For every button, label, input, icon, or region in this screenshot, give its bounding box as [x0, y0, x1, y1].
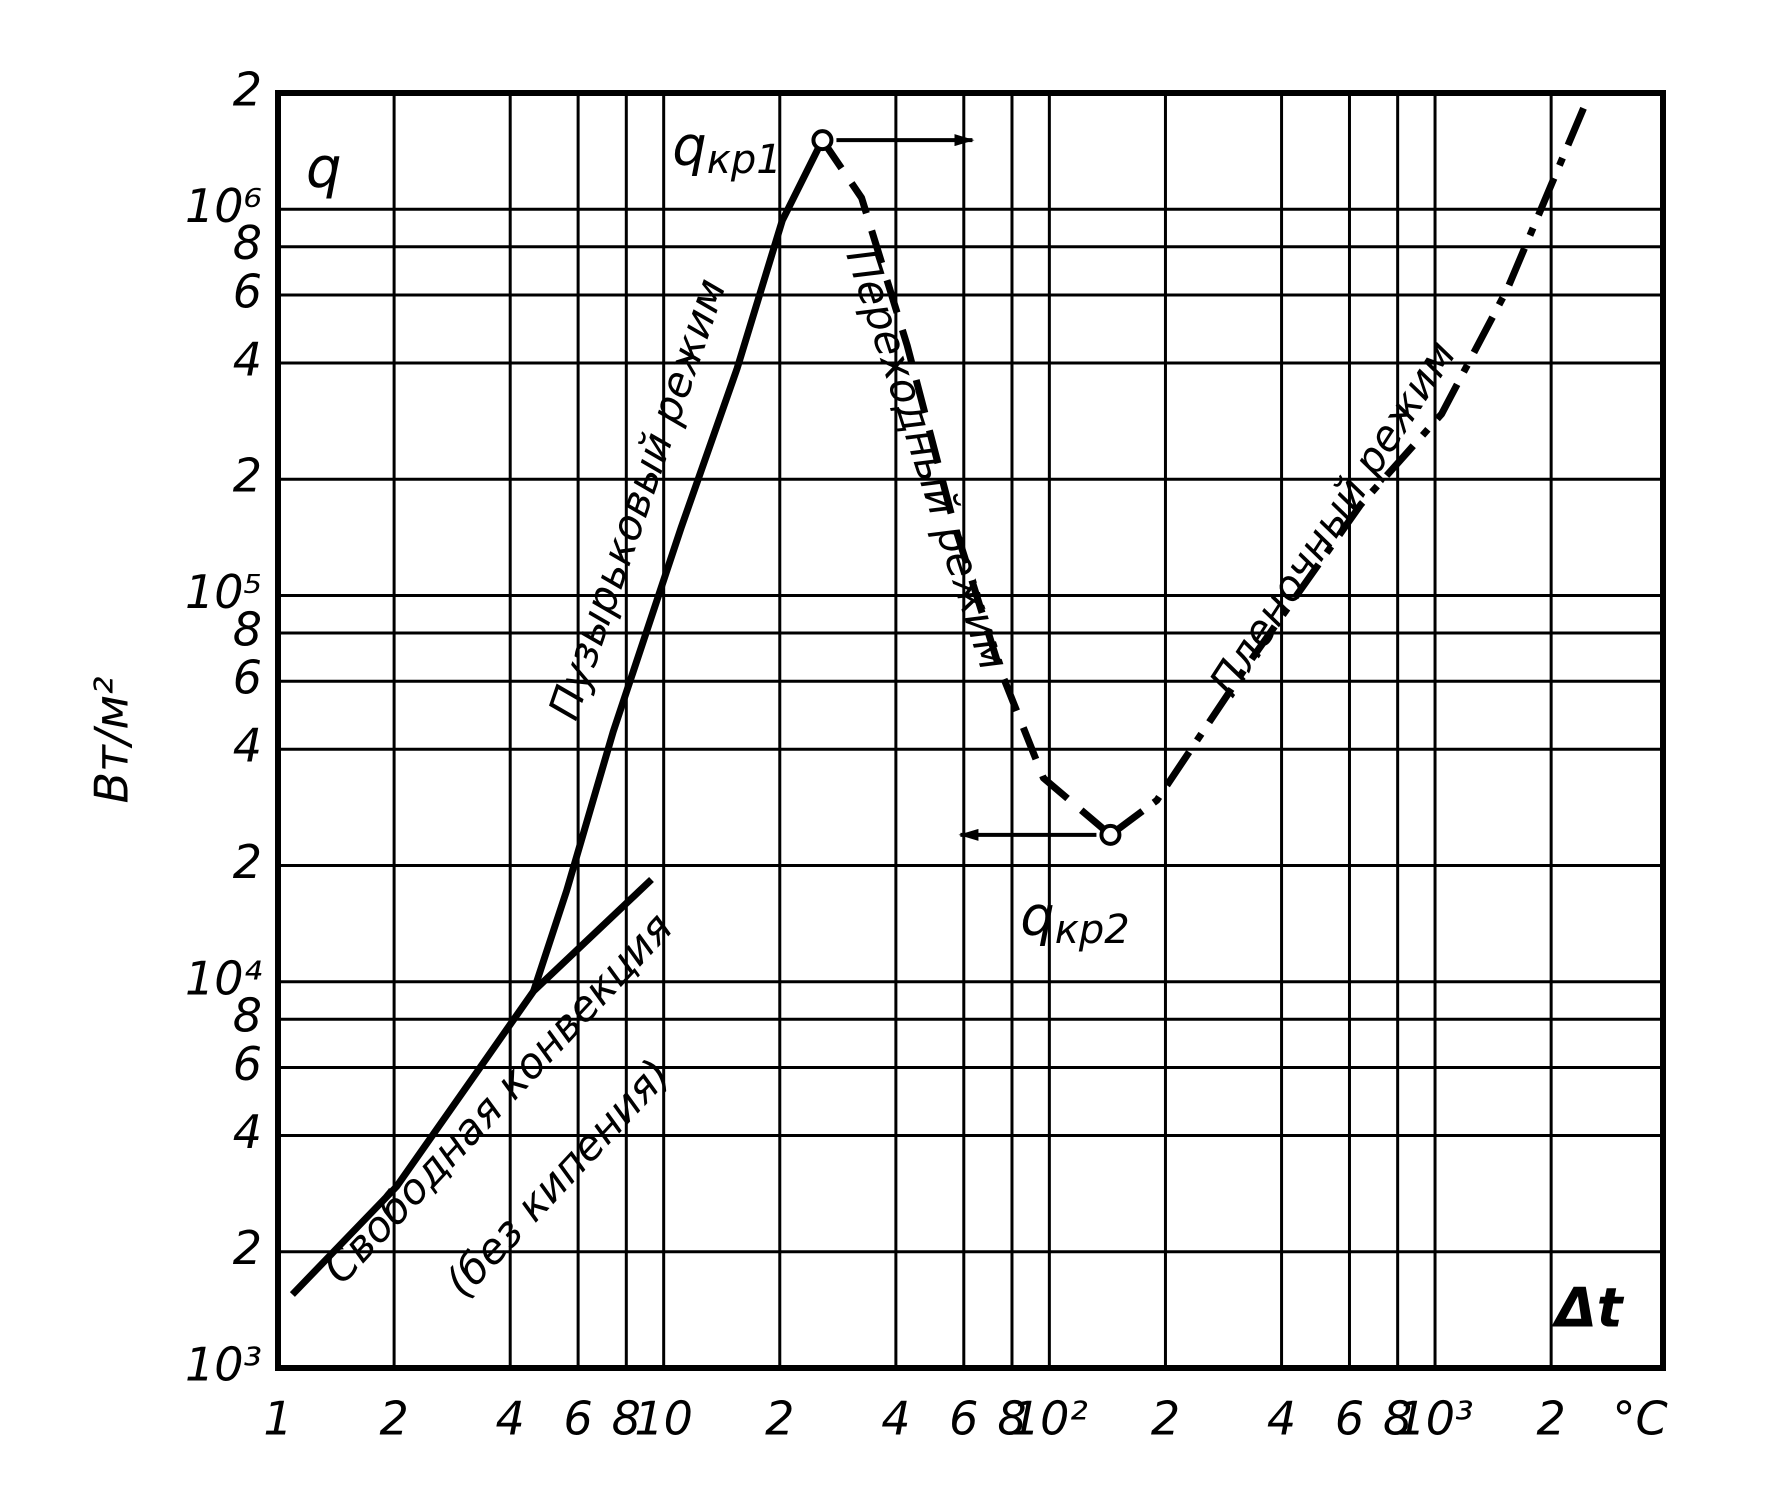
curve	[530, 138, 826, 993]
critical-subscript: кр2	[1055, 907, 1130, 953]
critical-symbol: q	[1020, 885, 1054, 948]
x-tick-label: 1	[263, 1392, 292, 1446]
x-tick-label: 2	[379, 1392, 408, 1446]
region-label: Переходный режим	[837, 242, 1020, 676]
y-tick-label: 2	[233, 1221, 262, 1275]
x-tick-label: 10³	[1397, 1392, 1474, 1446]
y-tick-label: 8	[233, 216, 262, 270]
curve	[289, 876, 654, 1297]
y-tick-label: 4	[233, 332, 262, 386]
y-tick-label: 6	[233, 264, 262, 318]
y-tick-label: 4	[233, 719, 262, 773]
region-label: (без кипения)	[435, 1049, 680, 1306]
curve	[1108, 95, 1592, 838]
x-symbol: Δt	[1551, 1277, 1625, 1340]
y-tick-label: 10⁵	[185, 565, 262, 619]
region-label: Пленочный режим	[1200, 332, 1466, 705]
y-tick-label: 4	[233, 1105, 262, 1159]
x-tick-label: 4	[1267, 1392, 1296, 1446]
y-symbol: q	[306, 136, 342, 201]
y-tick-label: 8	[233, 602, 262, 656]
critical-subscript: кр1	[707, 137, 782, 183]
x-tick-label: 8	[1383, 1392, 1412, 1446]
y-tick-label: 10⁴	[185, 951, 262, 1005]
x-tick-label: 8	[612, 1392, 641, 1446]
critical-point	[1099, 823, 1122, 846]
x-tick-label: 4	[496, 1392, 525, 1446]
x-unit: °C	[1612, 1392, 1667, 1446]
x-tick-label: 6	[563, 1392, 592, 1446]
y-tick-label: 2	[233, 835, 262, 889]
y-tick-label: 10³	[185, 1338, 262, 1392]
y-tick-label: 2	[233, 449, 262, 503]
x-tick-label: 2	[1536, 1392, 1565, 1446]
x-tick-label: 6	[1335, 1392, 1364, 1446]
x-tick-label: 8	[997, 1392, 1026, 1446]
y-tick-label: 6	[233, 1037, 262, 1091]
critical-label: qкр1	[672, 115, 781, 183]
critical-point	[811, 129, 834, 152]
y-tick-label: 10⁶	[185, 179, 262, 233]
critical-label: qкр2	[1020, 885, 1129, 953]
x-tick-label: 10²	[1011, 1392, 1088, 1446]
critical-symbol: q	[672, 115, 706, 178]
x-tick-label: 6	[949, 1392, 978, 1446]
curve	[819, 138, 1113, 838]
x-tick-label: 10	[634, 1392, 693, 1446]
x-tick-label: 4	[881, 1392, 910, 1446]
y-tick-label: 8	[233, 989, 262, 1043]
plot-frame	[275, 90, 1666, 1371]
y-tick-label: 6	[233, 651, 262, 705]
y-tick-label: 2	[233, 63, 262, 117]
x-tick-label: 2	[765, 1392, 794, 1446]
y-axis-title: Вт/м²	[85, 677, 139, 804]
x-tick-label: 2	[1151, 1392, 1180, 1446]
